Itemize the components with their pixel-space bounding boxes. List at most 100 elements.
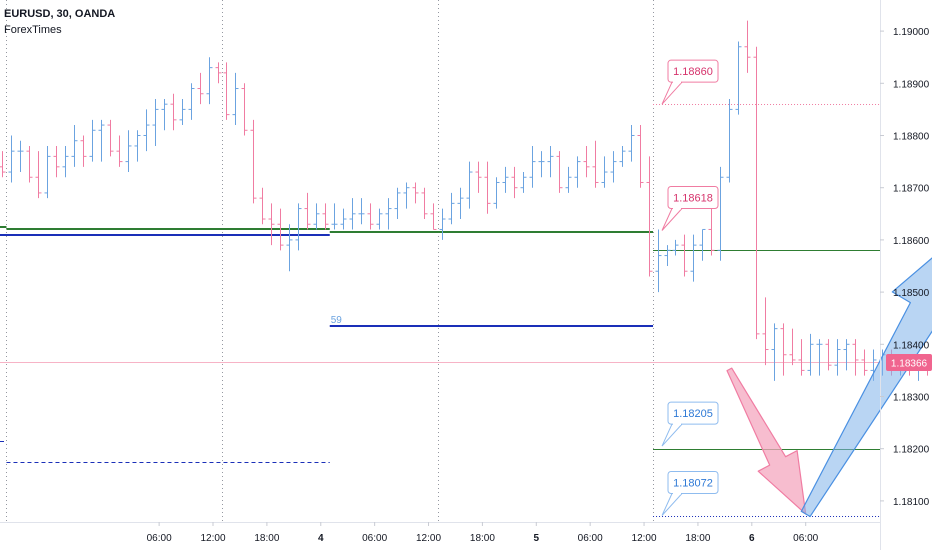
ohlc-bar	[681, 234, 688, 277]
x-tick-label: 12:00	[632, 533, 657, 544]
ohlc-bar	[80, 135, 87, 167]
ohlc-bar	[134, 130, 141, 162]
ohlc-bar	[574, 156, 581, 188]
ohlc-bar	[17, 140, 24, 173]
x-tick-label: 18:00	[254, 533, 279, 544]
price-callout[interactable]: 1.18205	[661, 401, 719, 447]
ohlc-bar	[592, 140, 599, 188]
ohlc-bar	[475, 161, 482, 193]
ohlc-bar	[215, 62, 222, 84]
ohlc-bar	[223, 62, 230, 120]
ohlc-bar	[655, 229, 662, 293]
x-tick-label: 6	[749, 533, 755, 544]
callout-text: 1.18618	[673, 193, 713, 205]
ohlc-bar	[71, 125, 78, 167]
author-label: ForexTimes	[4, 24, 62, 36]
bearish-arrow[interactable]	[726, 367, 807, 515]
ohlc-bar	[403, 182, 410, 209]
x-tick-label: 06:00	[578, 533, 603, 544]
ohlc-bar	[789, 328, 796, 366]
ohlc-bar	[107, 119, 114, 157]
y-tick-label: 1.19000	[893, 27, 930, 38]
current-price-box	[886, 354, 932, 371]
ohlc-bar	[340, 208, 347, 230]
ohlc-bar	[116, 135, 123, 167]
bullish-arrow[interactable]	[800, 216, 932, 518]
y-tick-label: 1.18800	[893, 132, 930, 143]
time-axis[interactable]: 06:00 12:00 18:00 4 06:00 12:00 18:00 5 06:00 12:…	[147, 522, 819, 544]
current-price-badge[interactable]: 1.18366	[886, 354, 932, 371]
ohlc-bar	[565, 166, 572, 193]
y-tick-label: 1.18600	[893, 236, 930, 247]
ohlc-bar	[708, 208, 715, 256]
price-callout[interactable]: 1.18072	[661, 471, 719, 516]
ohlc-bar	[26, 145, 33, 183]
ohlc-bar	[232, 72, 239, 126]
ohlc-bar	[439, 208, 446, 240]
ohlc-bar	[241, 83, 248, 136]
ohlc-bar	[62, 145, 69, 178]
x-tick-label: 4	[318, 533, 324, 544]
ohlc-bar	[511, 166, 518, 199]
ohlc-bar	[0, 151, 6, 178]
x-tick-label: 18:00	[470, 533, 495, 544]
ohlc-bar	[161, 98, 168, 131]
price-callout[interactable]: 1.18618	[661, 186, 719, 231]
ohlc-bar	[358, 198, 365, 225]
ohlc-bar	[394, 187, 401, 220]
current-price-text: 1.18366	[891, 359, 928, 370]
y-tick-label: 1.18900	[893, 79, 930, 90]
ohlc-bar	[619, 145, 626, 167]
callout-text: 1.18205	[673, 408, 713, 420]
ohlc-bar	[834, 339, 841, 376]
callout-box	[667, 471, 719, 495]
callout-text: 1.18072	[673, 478, 713, 490]
price-callout[interactable]: 1.18860	[661, 59, 719, 105]
symbol-title[interactable]: EURUSD, 30, OANDA	[4, 8, 116, 20]
ohlc-bar	[197, 72, 204, 105]
ohlc-bar	[852, 339, 859, 376]
ohlc-bar	[304, 192, 311, 230]
ohlc-bar	[8, 135, 15, 183]
ohlc-bar	[421, 187, 428, 220]
y-tick-label: 1.18700	[893, 184, 930, 195]
ohlc-bar	[277, 208, 284, 251]
ohlc-bar	[610, 151, 617, 183]
ohlc-bar	[376, 208, 383, 230]
ohlc-bar	[672, 239, 679, 256]
ohlc-bar	[98, 119, 105, 162]
ohlc-bar	[385, 198, 392, 230]
ohlc-bar	[143, 109, 150, 152]
ohlc-bar	[349, 198, 356, 230]
ohlc-bar	[825, 339, 832, 371]
ohlc-bar	[125, 130, 132, 173]
ohlc-bar	[717, 166, 724, 261]
ohlc-bar	[35, 151, 42, 199]
ohlc-bar	[502, 166, 509, 193]
x-tick-label: 06:00	[793, 533, 818, 544]
callout-box	[667, 401, 719, 425]
ohlc-bar	[699, 228, 706, 261]
ohlc-bar	[690, 234, 697, 282]
x-tick-label: 06:00	[147, 533, 172, 544]
ohlc-bar	[538, 151, 545, 178]
ohlc-bar	[448, 192, 455, 225]
price-axis[interactable]: 1.19000 1.18900 1.18800 1.18700 1.18600 1.185…	[880, 27, 930, 508]
callout-box	[667, 59, 719, 83]
x-tick-label: 5	[534, 533, 540, 544]
callout-box	[667, 186, 719, 210]
ohlc-bar	[286, 224, 293, 272]
y-tick-label: 1.18200	[893, 445, 930, 456]
ohlc-bar	[547, 145, 554, 178]
ohlc-bar	[313, 203, 320, 230]
ohlc-bar	[322, 203, 329, 230]
ohlc-bar	[295, 203, 302, 251]
ohlc-bar	[861, 349, 868, 376]
ohlc-bar	[206, 57, 213, 105]
x-tick-label: 18:00	[685, 533, 710, 544]
ohlc-bar	[664, 245, 671, 266]
y-tick-label: 1.18500	[893, 288, 930, 299]
ohlc-bar	[807, 333, 814, 376]
